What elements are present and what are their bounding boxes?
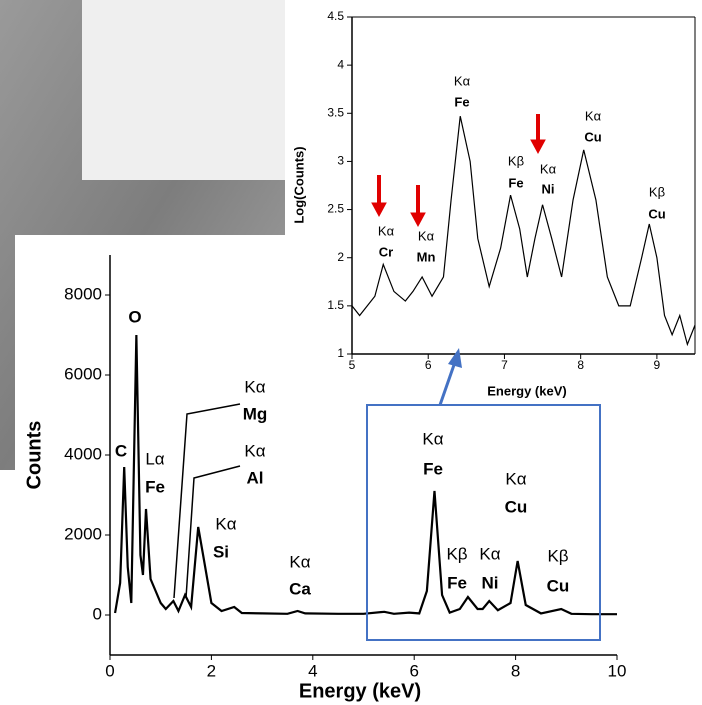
peak-label: Ni [542, 181, 555, 196]
peak-label: Ni [482, 573, 499, 592]
peak-label: Kα [244, 441, 265, 460]
peak-label: Cu [547, 576, 570, 595]
x-tick-label: 7 [501, 358, 508, 372]
peak-label: Kα [540, 161, 557, 176]
y-tick-label: 3.5 [327, 105, 344, 119]
x-tick-label: 9 [654, 358, 661, 372]
x-tick-label: 10 [608, 661, 627, 680]
y-tick-label: 4 [337, 57, 344, 71]
peak-label: Kα [454, 73, 471, 88]
x-tick-label: 6 [409, 661, 418, 680]
peak-label: Kα [585, 108, 602, 123]
x-tick-label: 2 [207, 661, 216, 680]
peak-label: C [115, 441, 127, 460]
peak-label: Kβ [547, 546, 568, 565]
main-chart: 0 2000 4000 6000 8000 0 2 4 6 8 10 Energy (keV) Coun… [23, 255, 626, 702]
image-panel [82, 0, 285, 180]
y-axis-label: Counts [23, 421, 45, 490]
peak-label: Kα [378, 223, 395, 238]
peak-label: Fe [423, 459, 443, 478]
spectrum-line [351, 116, 696, 347]
peak-label: Cr [379, 244, 393, 259]
peak-label: Kα [505, 469, 526, 488]
y-tick-label: 6000 [64, 364, 102, 383]
peak-label: Fe [447, 573, 467, 592]
peak-label: Kβ [649, 184, 665, 199]
peak-label: Kα [244, 377, 265, 396]
x-tick-label: 4 [308, 661, 317, 680]
peak-label: Ca [289, 579, 311, 598]
y-tick-label: 4000 [64, 444, 102, 463]
y-tick-label: 0 [93, 604, 102, 623]
peak-label: Cu [648, 206, 665, 221]
x-tick-label: 5 [349, 358, 356, 372]
peak-label: Cu [584, 129, 601, 144]
peak-label: Lα [145, 449, 164, 468]
y-axis-label: Log(Counts) [291, 146, 306, 223]
peak-label: O [128, 307, 141, 326]
x-tick-label: 8 [511, 661, 520, 680]
peak-label: Mg [243, 404, 268, 423]
peak-label: Kα [479, 544, 500, 563]
x-tick-label: 8 [577, 358, 584, 372]
leader-line [185, 465, 241, 599]
zoom-arrow [438, 348, 462, 406]
peak-label: Kα [289, 552, 310, 571]
peak-label: Fe [145, 477, 165, 496]
inset-chart: 1 1.5 2 2.5 3 3.5 4 4.5 5 6 7 8 9 Energy (keV) Log(Cou… [291, 9, 696, 398]
peak-label: Kα [422, 429, 443, 448]
leader-line [173, 403, 241, 599]
peak-label: Fe [508, 175, 523, 190]
y-tick-label: 8000 [64, 284, 102, 303]
y-tick-label: 2.5 [327, 202, 344, 216]
red-arrows [371, 114, 546, 228]
peak-label: Al [247, 468, 264, 487]
spectrum-line [113, 334, 617, 616]
y-tick-label: 2000 [64, 524, 102, 543]
x-tick-label: 0 [105, 661, 114, 680]
zoom-box [366, 404, 601, 641]
y-tick-label: 3 [337, 154, 344, 168]
peak-label: Mn [417, 249, 436, 264]
peak-label: Si [213, 542, 229, 561]
leaders [173, 403, 241, 599]
y-tick-label: 1 [337, 346, 344, 360]
y-tick-label: 4.5 [327, 9, 344, 23]
x-tick-label: 6 [425, 358, 432, 372]
y-tick-label: 1.5 [327, 298, 344, 312]
y-tick-label: 2 [337, 250, 344, 264]
peak-label: Kβ [508, 153, 524, 168]
peak-label: Kα [215, 514, 236, 533]
peak-label: Cu [505, 497, 528, 516]
x-axis-label: Energy (keV) [299, 680, 421, 702]
peak-label: Fe [454, 94, 469, 109]
peak-label: Kβ [446, 544, 467, 563]
x-axis-label: Energy (keV) [487, 383, 566, 398]
peak-label: Kα [418, 228, 435, 243]
inset-panel [285, 0, 702, 405]
